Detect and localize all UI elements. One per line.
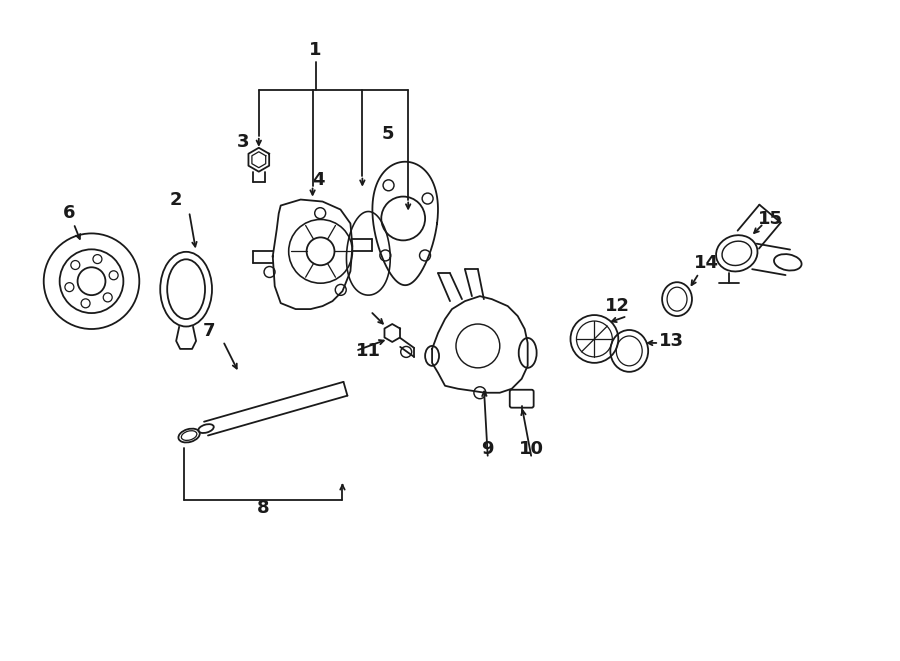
Text: 10: 10	[519, 440, 544, 457]
Text: 11: 11	[356, 342, 381, 360]
Text: 13: 13	[659, 332, 684, 350]
Text: 7: 7	[202, 322, 215, 340]
Text: 4: 4	[312, 171, 325, 188]
Text: 8: 8	[256, 499, 269, 518]
Text: 3: 3	[237, 133, 249, 151]
Text: 1: 1	[310, 41, 322, 59]
Text: 5: 5	[382, 125, 394, 143]
Text: 12: 12	[605, 297, 630, 315]
Text: 15: 15	[758, 210, 783, 229]
Text: 6: 6	[63, 204, 76, 223]
Text: 14: 14	[695, 254, 719, 272]
Text: 2: 2	[170, 190, 183, 209]
Text: 9: 9	[482, 440, 494, 457]
